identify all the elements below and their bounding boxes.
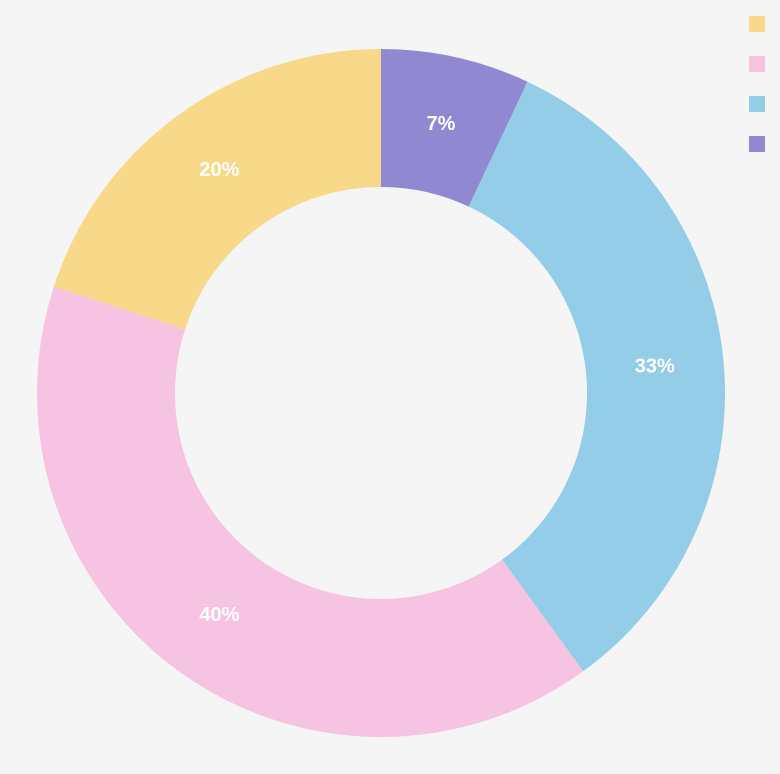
donut-slice-2 (37, 286, 584, 737)
legend-swatch-2[interactable] (749, 56, 765, 72)
slice-label-0: 7% (427, 113, 456, 135)
slice-labels-group: 7% 33% 40% 20% (199, 113, 675, 626)
legend-swatch-3[interactable] (749, 16, 765, 32)
slice-label-3: 20% (199, 159, 239, 181)
donut-slice-3 (53, 49, 382, 330)
legend-swatch-1[interactable] (749, 96, 765, 112)
slice-label-1: 33% (635, 355, 675, 377)
legend (749, 16, 765, 176)
slices-group (37, 49, 725, 737)
donut-slice-1 (468, 81, 725, 672)
legend-swatch-0[interactable] (749, 136, 765, 152)
slice-label-2: 40% (199, 604, 239, 626)
donut-slice-0 (381, 49, 528, 207)
